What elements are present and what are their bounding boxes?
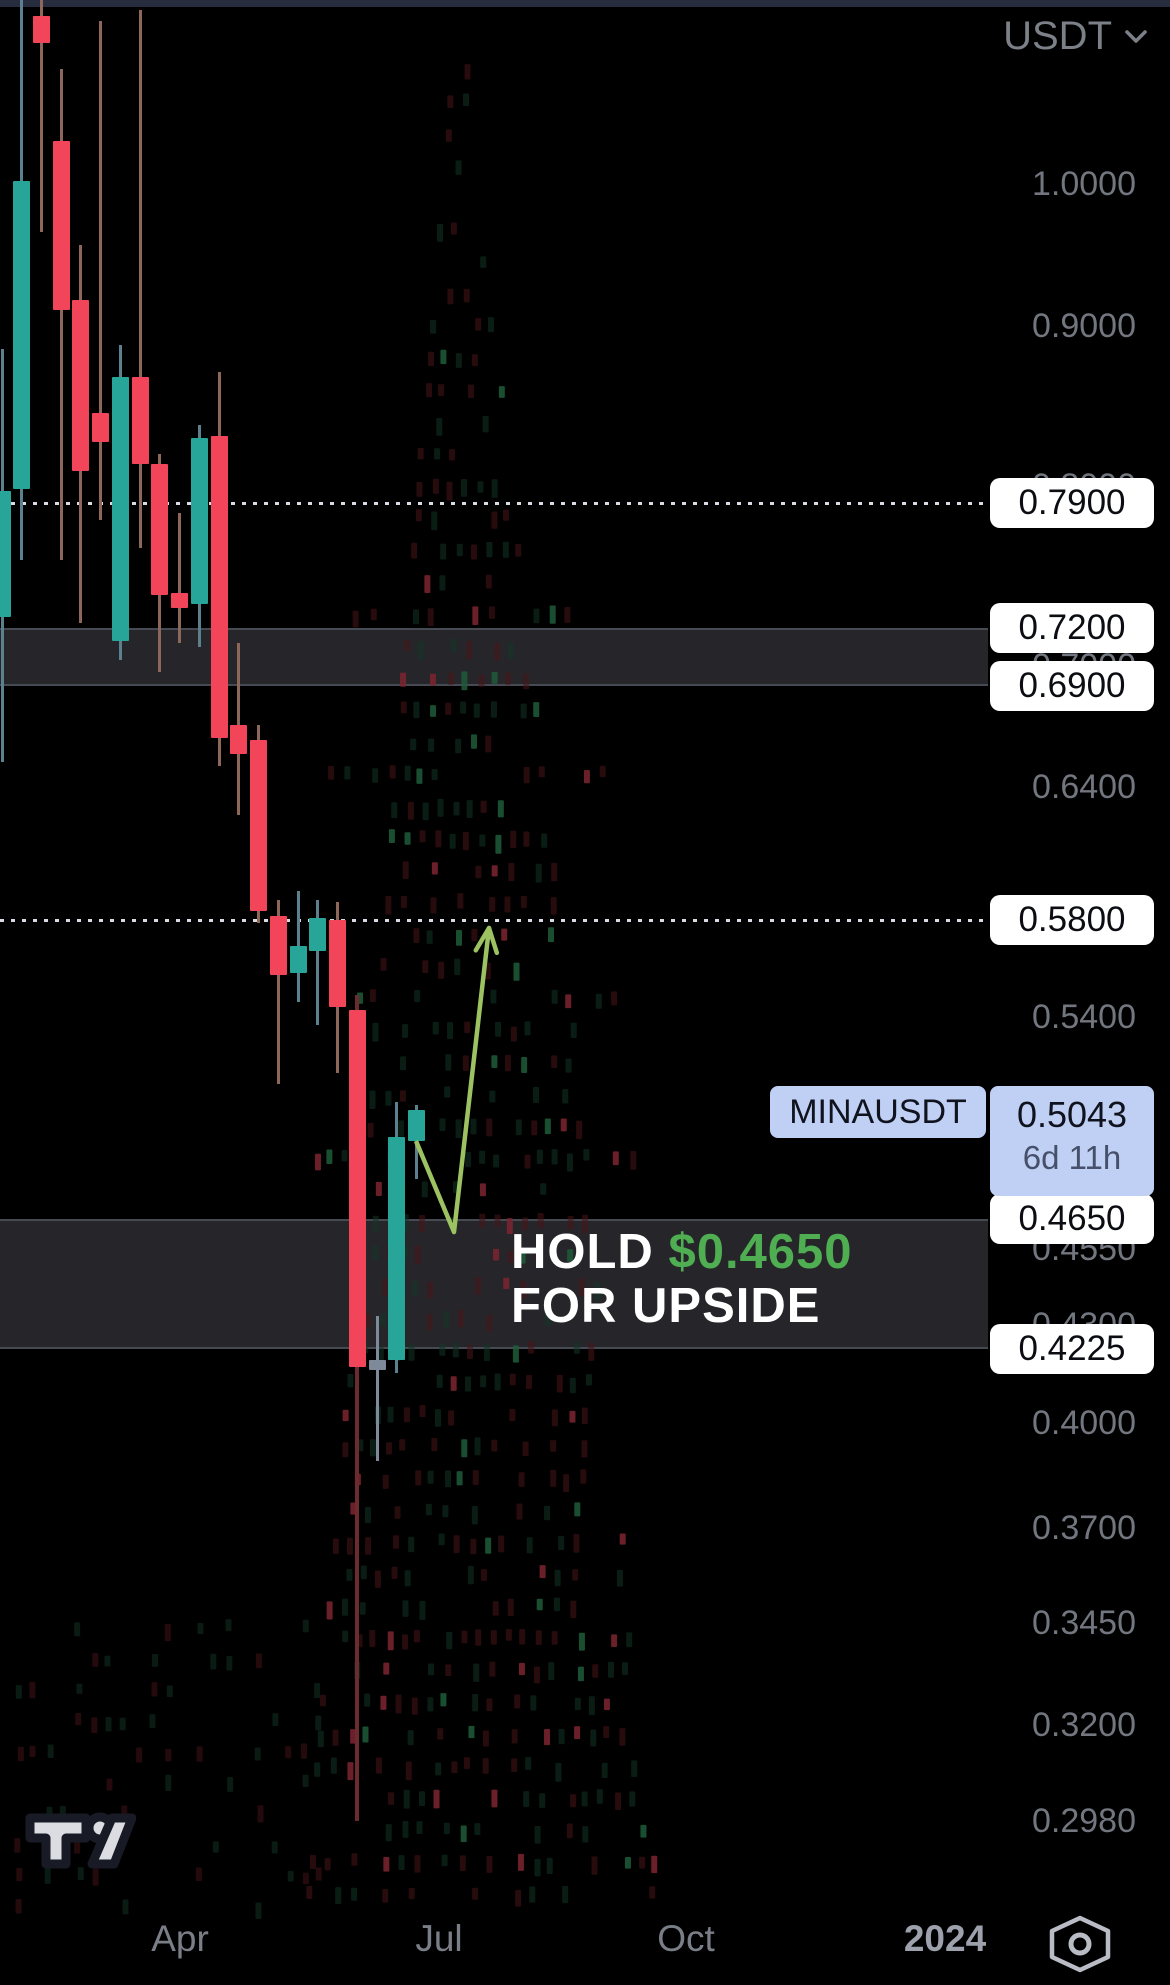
chart-settings-button[interactable] bbox=[1046, 1910, 1114, 1978]
price-tick-label: 0.6400 bbox=[1032, 768, 1136, 807]
price-level-label: 0.4225 bbox=[990, 1323, 1154, 1374]
candle bbox=[52, 141, 70, 310]
time-axis-label-apr: Apr bbox=[151, 1918, 209, 1959]
candle-wick bbox=[59, 68, 63, 561]
chart-canvas[interactable] bbox=[0, 7, 988, 1900]
price-level-label: 0.5800 bbox=[990, 895, 1154, 946]
candle bbox=[171, 592, 189, 608]
chevron-down-icon bbox=[1125, 30, 1147, 43]
candle bbox=[151, 463, 169, 595]
candle bbox=[250, 739, 268, 912]
ticker-symbol-label: MINAUSDT bbox=[770, 1086, 986, 1138]
price-tick-label: 0.3200 bbox=[1032, 1705, 1136, 1744]
candle bbox=[230, 725, 248, 754]
candle-wick bbox=[296, 890, 300, 1003]
quote-currency-selector[interactable]: USDT bbox=[1003, 14, 1148, 59]
candle-wick bbox=[276, 899, 280, 1084]
price-tick-label: 0.3700 bbox=[1032, 1509, 1136, 1548]
status-bar bbox=[0, 0, 1170, 7]
price-tick-label: 0.5400 bbox=[1032, 998, 1136, 1037]
candle bbox=[32, 16, 50, 43]
candle-wick bbox=[99, 21, 103, 520]
candle bbox=[388, 1137, 406, 1361]
annotation-text: HOLD bbox=[511, 1225, 669, 1279]
candle bbox=[348, 1009, 366, 1367]
candle bbox=[72, 299, 90, 471]
candle-wick bbox=[178, 513, 182, 644]
price-level-dotted-line bbox=[0, 501, 988, 505]
gear-icon bbox=[1049, 1915, 1111, 1973]
candle-wick bbox=[39, 0, 43, 233]
time-axis-label-oct: Oct bbox=[657, 1918, 715, 1959]
candle-wick bbox=[355, 994, 360, 1821]
tradingview-logo[interactable] bbox=[24, 1802, 136, 1872]
price-level-label: 0.7900 bbox=[990, 477, 1154, 528]
price-level-label: 0.7200 bbox=[990, 603, 1154, 654]
candle-wick bbox=[375, 1315, 379, 1461]
candle bbox=[13, 181, 31, 490]
candle bbox=[190, 437, 208, 604]
price-tick-label: 0.2980 bbox=[1032, 1801, 1136, 1840]
annotation-text-line2: FOR UPSIDE bbox=[511, 1279, 821, 1333]
trade-idea-annotation: HOLD $0.4650 FOR UPSIDE bbox=[511, 1225, 853, 1333]
price-level-label: 0.6900 bbox=[990, 660, 1154, 711]
annotation-price-highlight: $0.4650 bbox=[668, 1225, 853, 1279]
candle bbox=[289, 946, 307, 973]
price-tick-label: 0.4000 bbox=[1032, 1403, 1136, 1442]
ticker-last-price: 0.5043 bbox=[1016, 1094, 1128, 1135]
candle-wick bbox=[316, 899, 320, 1025]
candle-wick bbox=[138, 10, 142, 548]
ticker-candle-countdown: 6d 11h bbox=[1022, 1139, 1122, 1176]
price-level-dotted-line bbox=[0, 919, 988, 923]
supply-demand-zone bbox=[0, 1219, 988, 1349]
quote-currency-label: USDT bbox=[1003, 14, 1112, 58]
candle bbox=[210, 435, 228, 738]
candle bbox=[92, 413, 110, 443]
candle bbox=[269, 915, 287, 976]
price-level-label: 0.4650 bbox=[990, 1194, 1154, 1245]
candle bbox=[368, 1360, 386, 1370]
price-axis-scale[interactable] bbox=[988, 60, 1170, 1900]
candle bbox=[111, 376, 129, 642]
price-tick-label: 0.9000 bbox=[1032, 307, 1136, 346]
time-axis-label-2024: 2024 bbox=[903, 1918, 987, 1959]
price-tick-label: 0.3450 bbox=[1032, 1603, 1136, 1642]
candle bbox=[329, 920, 347, 1008]
price-tick-label: 1.0000 bbox=[1032, 165, 1136, 203]
candle bbox=[131, 376, 149, 464]
candle bbox=[309, 918, 327, 952]
ticker-price-label: 0.5043 6d 11h bbox=[990, 1086, 1154, 1196]
candle bbox=[0, 490, 11, 617]
time-axis-label-jul: Jul bbox=[415, 1918, 463, 1959]
